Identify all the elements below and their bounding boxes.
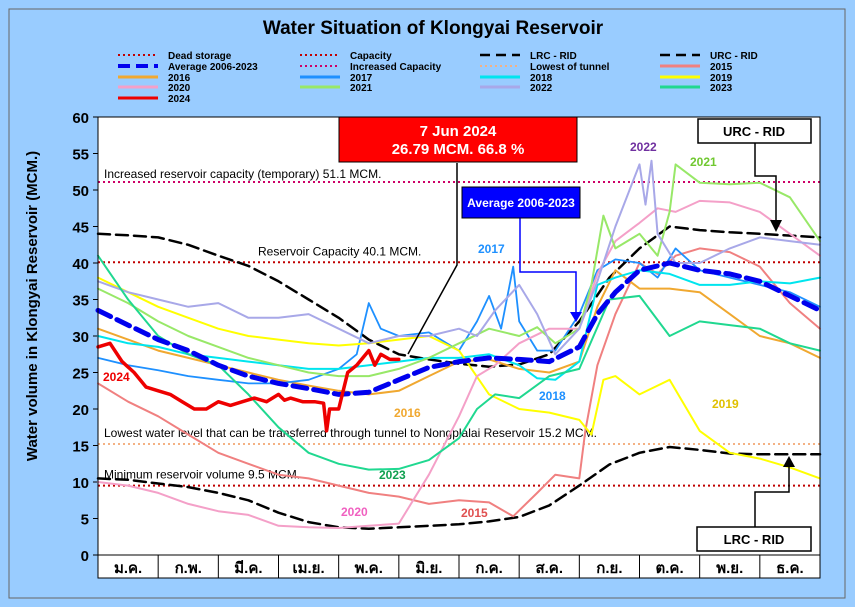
chart-title: Water Situation of Klongyai Reservoir	[263, 18, 604, 39]
year-label-2024: 2024	[103, 370, 130, 384]
y-axis: 0 5 10 15 20 25 30 35 40 45 50 55 60	[72, 110, 98, 565]
legend-label-2017: 2017	[350, 73, 373, 84]
legend-label-2023: 2023	[710, 83, 733, 94]
x-tick-label: ก.ค.	[475, 560, 502, 577]
series-line-2017	[97, 247, 821, 385]
y-tick-label: 35	[72, 293, 89, 310]
callout-average: Average 2006-2023	[467, 196, 575, 210]
year-label-2018: 2018	[539, 389, 566, 403]
legend-label-increased-capacity: Increased Capacity	[350, 62, 442, 73]
legend-label-lrc-rid: LRC - RID	[530, 51, 577, 62]
legend-label-urc-rid: URC - RID	[710, 51, 758, 62]
x-tick-label: ต.ค.	[656, 560, 684, 577]
plot-area	[98, 117, 820, 555]
lrc-box-label: LRC - RID	[724, 532, 785, 547]
legend-label-2021: 2021	[350, 83, 373, 94]
series-line-lrc-rid	[96, 445, 822, 530]
legend: Dead storage Capacity LRC - RID URC - RID Av…	[118, 51, 758, 105]
urc-box	[697, 118, 812, 144]
legend-label-2022: 2022	[530, 83, 553, 94]
year-label-2020: 2020	[341, 505, 368, 519]
y-tick-label: 45	[72, 220, 89, 237]
x-tick-label: พ.ย.	[716, 560, 743, 577]
series-line-2019	[97, 276, 821, 480]
legend-label-2015: 2015	[710, 62, 733, 73]
legend-label-capacity: Capacity	[350, 51, 392, 62]
series-line-2021	[97, 163, 821, 378]
y-tick-label: 60	[72, 110, 89, 127]
x-tick-label: พ.ค.	[355, 560, 383, 577]
x-tick-label: ส.ค.	[535, 560, 563, 577]
reference-line-label: Minimum reservoir volume 9.5 MCM.	[104, 468, 300, 482]
y-axis-label: Water volume in Klongyai Reservoir (MCM.…	[24, 151, 41, 461]
reference-line-label: Reservoir Capacity 40.1 MCM.	[258, 244, 421, 258]
legend-label-2020: 2020	[168, 83, 191, 94]
callout-date: 7 Jun 2024	[420, 123, 497, 140]
x-tick-label: เม.ย.	[293, 560, 325, 577]
x-tick-label: ม.ค.	[114, 560, 142, 577]
legend-label-average-2006-2023: Average 2006-2023	[168, 62, 258, 73]
y-tick-label: 15	[72, 439, 89, 456]
x-axis: ม.ค. ก.พ. มี.ค. เม.ย. พ.ค. มิ.ย. ก.ค. ส.ค. ก.ย. ต…	[97, 554, 821, 579]
legend-label-dead-storage: Dead storage	[168, 51, 232, 62]
series-group	[95, 159, 823, 530]
y-tick-label: 20	[72, 402, 89, 419]
callout-box-red	[338, 116, 578, 163]
y-tick-label: 10	[72, 475, 89, 492]
y-tick-label: 55	[72, 147, 89, 164]
x-tick-label: ธ.ค.	[776, 560, 804, 577]
y-tick-label: 25	[72, 366, 89, 383]
callout-box-blue	[461, 186, 581, 219]
x-tick-label: ก.พ.	[175, 560, 202, 577]
y-tick-label: 50	[72, 183, 89, 200]
lrc-box	[696, 526, 812, 552]
y-tick-label: 0	[81, 548, 89, 565]
reference-line-label: Lowest water level that can be transferr…	[104, 426, 597, 440]
lrc-arrowhead	[783, 456, 795, 467]
series-line-2020	[97, 199, 821, 529]
urc-pointer	[754, 143, 777, 222]
legend-label-2019: 2019	[710, 73, 733, 84]
lrc-pointer	[754, 465, 790, 527]
urc-box-label: URC - RID	[723, 124, 785, 139]
series-line-2024	[96, 341, 401, 433]
year-label-2016: 2016	[394, 406, 421, 420]
reference-line-label: Increased reservoir capacity (temporary)…	[104, 167, 381, 181]
legend-label-2018: 2018	[530, 73, 553, 84]
year-label-2019: 2019	[712, 397, 739, 411]
legend-label-2016: 2016	[168, 73, 191, 84]
year-label-2023: 2023	[379, 468, 406, 482]
year-label-2015: 2015	[461, 506, 488, 520]
year-label-2022: 2022	[630, 140, 657, 154]
y-tick-label: 5	[81, 512, 89, 529]
legend-label-lowest-of-tunnel: Lowest of tunnel	[530, 62, 610, 73]
series-line-2023	[97, 254, 821, 471]
callout-pointer-blue	[519, 218, 577, 318]
plot-border	[97, 116, 821, 556]
y-tick-label: 30	[72, 329, 89, 346]
callout-pointer-red	[407, 163, 458, 355]
x-tick-label: มี.ค.	[234, 560, 262, 577]
series-line-2015	[97, 247, 821, 518]
callout-arrowhead-blue	[570, 312, 582, 322]
series-line-average-2006-2023	[95, 260, 823, 397]
legend-label-2024: 2024	[168, 94, 191, 105]
x-tick-label: ก.ย.	[596, 560, 622, 577]
series-line-urc-rid	[96, 225, 822, 368]
year-label-2021: 2021	[690, 155, 717, 169]
callout-value: 26.79 MCM. 66.8 %	[392, 141, 525, 158]
year-label-2017: 2017	[478, 242, 505, 256]
series-line-2018	[97, 269, 821, 381]
y-tick-label: 40	[72, 256, 89, 273]
urc-arrowhead	[770, 220, 782, 232]
x-tick-label: มิ.ย.	[415, 559, 442, 577]
